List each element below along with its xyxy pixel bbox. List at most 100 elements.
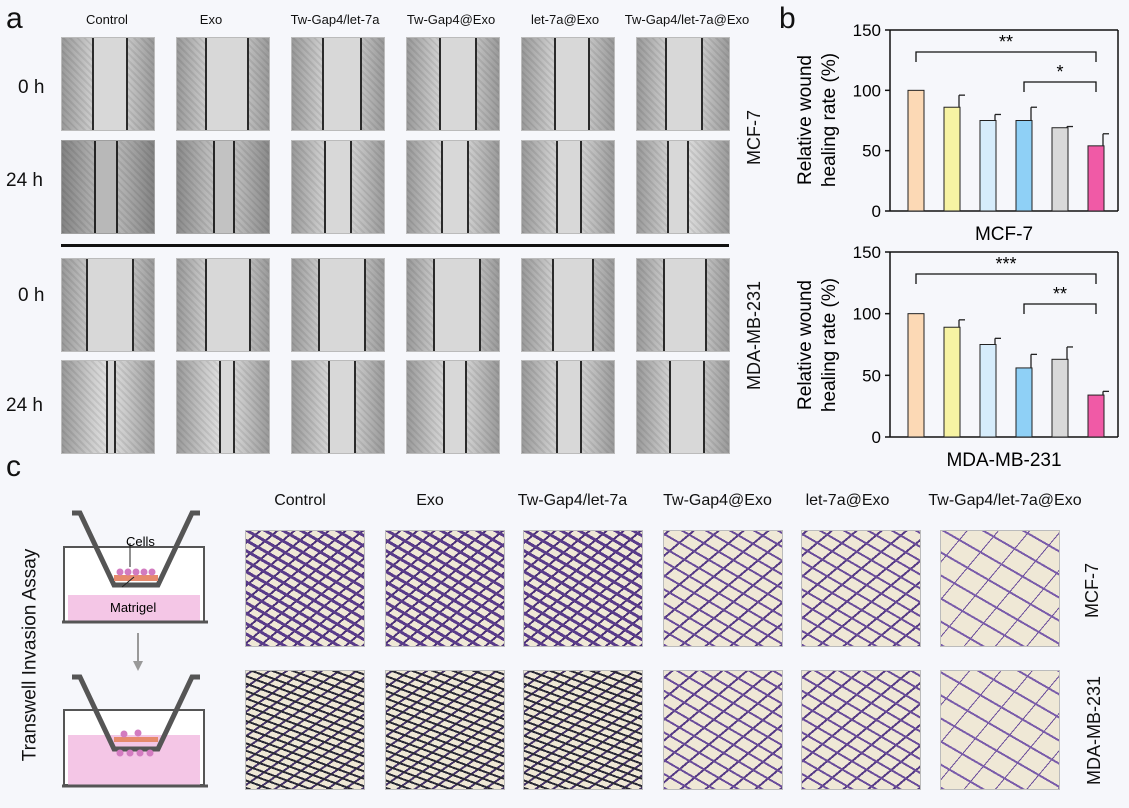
transwell-image	[663, 530, 783, 647]
significance-bracket	[1023, 81, 1097, 92]
bar	[943, 326, 961, 438]
bar	[1051, 358, 1069, 438]
chart-title: MCF-7	[975, 224, 1033, 245]
significance-label: **	[999, 32, 1013, 52]
bar	[979, 344, 997, 438]
transwell-diagram: Cells Matrigel	[62, 510, 208, 788]
panel-label-c: c	[6, 450, 21, 483]
transwell-label-mcf7: MCF-7	[1081, 562, 1102, 618]
scratch-image	[61, 258, 155, 352]
transwell-col-twgap4-let7a: Tw-Gap4/let-7a	[517, 492, 628, 509]
bar	[979, 120, 997, 212]
y-tick-label: 0	[872, 428, 881, 447]
bar	[1015, 120, 1033, 212]
scratch-image	[291, 258, 385, 352]
scratch-image	[636, 37, 730, 131]
transwell-col-exo: Exo	[416, 492, 444, 509]
scratch-image	[176, 360, 270, 454]
significance-bracket	[915, 273, 1097, 284]
transwell-image	[385, 530, 505, 647]
significance-label: **	[1053, 284, 1067, 304]
transwell-label-mda: MDA-MB-231	[1084, 675, 1105, 785]
y-tick-label: 100	[853, 81, 881, 100]
scratch-image	[61, 37, 155, 131]
chart-title: MDA-MB-231	[946, 450, 1061, 470]
panel-label-b: b	[779, 2, 796, 35]
scratch-image	[406, 258, 500, 352]
transwell-col-let7a-exo: let-7a@Exo	[805, 492, 890, 509]
scratch-image	[291, 140, 385, 234]
bar	[1051, 127, 1069, 212]
y-tick-label: 150	[853, 243, 881, 262]
bar	[943, 106, 961, 212]
cell-line-label-mda: MDA-MB-231	[744, 280, 765, 390]
transwell-image	[940, 530, 1060, 647]
transwell-image	[801, 670, 921, 790]
scratch-image	[176, 258, 270, 352]
y-tick-label: 100	[853, 305, 881, 324]
scratch-image	[521, 360, 615, 454]
transwell-image	[663, 670, 783, 790]
scratch-col-twgap4-let7a: Tw-Gap4/let-7a	[290, 12, 380, 27]
transwell-image	[245, 530, 365, 647]
scratch-image	[521, 140, 615, 234]
y-tick-label: 0	[872, 202, 881, 221]
significance-label: *	[1056, 62, 1063, 82]
y-tick-label: 150	[853, 21, 881, 40]
down-arrow-icon	[133, 661, 143, 671]
row-label-24h-mcf7: 24 h	[6, 170, 43, 191]
wound-healing-bar-charts: 0 50 100 150 Relative wound healing rate (%) M…	[795, 21, 1119, 470]
diagram-matrigel-label: Matrigel	[110, 600, 156, 615]
transwell-image	[801, 530, 921, 647]
row-label-24h-mda: 24 h	[6, 395, 43, 416]
scratch-image	[406, 140, 500, 234]
row-label-0h-mcf7: 0 h	[18, 77, 45, 98]
transwell-image	[523, 670, 643, 790]
transwell-image	[940, 670, 1060, 790]
scratch-image	[176, 140, 270, 234]
scratch-image	[61, 140, 155, 234]
scratch-image	[61, 360, 155, 454]
scratch-image	[521, 258, 615, 352]
scratch-image	[176, 37, 270, 131]
significance-label: ***	[995, 254, 1016, 274]
cell-line-label-mcf7: MCF-7	[743, 109, 764, 165]
bar	[1015, 367, 1033, 438]
bar	[907, 89, 925, 212]
diagram-cells-label: Cells	[126, 534, 155, 549]
row-label-0h-mda: 0 h	[18, 285, 45, 306]
transwell-image	[523, 530, 643, 647]
significance-bracket	[915, 51, 1097, 62]
cell-line-label-mcf7-wrap: MCF-7	[724, 110, 784, 165]
transwell-col-control: Control	[274, 492, 326, 509]
scratch-image	[521, 37, 615, 131]
transwell-image	[385, 670, 505, 790]
y-tick-label: 50	[862, 142, 881, 161]
transwell-label-mda-wrap: MDA-MB-231	[1030, 675, 1129, 784]
scratch-image	[636, 360, 730, 454]
scratch-image	[291, 37, 385, 131]
y-axis-label: Relative wound healing rate (%)	[795, 278, 840, 412]
panel-a-divider	[61, 244, 729, 247]
y-axis-label: Relative wound healing rate (%)	[795, 53, 840, 187]
panel-label-a: a	[6, 2, 23, 35]
scratch-image	[406, 37, 500, 131]
bar	[907, 313, 925, 438]
transwell-label-mcf7-wrap: MCF-7	[1062, 563, 1122, 618]
transwell-col-twgap4-let7a-exo: Tw-Gap4/let-7a@Exo	[928, 492, 1082, 509]
scratch-image	[636, 140, 730, 234]
scratch-image	[406, 360, 500, 454]
significance-bracket	[1023, 303, 1097, 314]
y-tick-label: 50	[862, 366, 881, 385]
scratch-col-twgap4-let7a-exo: Tw-Gap4/let-7a@Exo	[624, 12, 750, 27]
bar	[1087, 145, 1105, 212]
scratch-col-control: Control	[86, 12, 128, 27]
scratch-col-twgap4-exo: Tw-Gap4@Exo	[406, 12, 496, 27]
scratch-col-let7a-exo: let-7a@Exo	[530, 12, 600, 27]
scratch-col-exo: Exo	[199, 12, 223, 27]
scratch-image	[291, 360, 385, 454]
bar	[1087, 394, 1105, 438]
transwell-image	[245, 670, 365, 790]
transwell-col-twgap4-exo: Tw-Gap4@Exo	[663, 492, 772, 509]
scratch-image	[636, 258, 730, 352]
